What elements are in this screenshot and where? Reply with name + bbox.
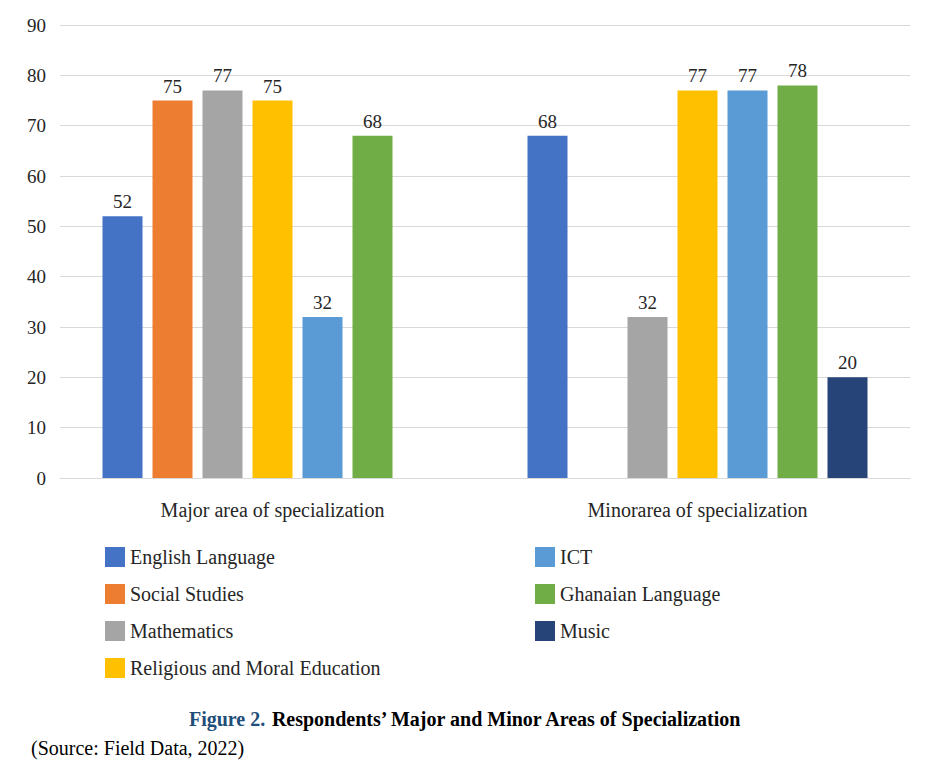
svg-text:20: 20	[27, 367, 46, 388]
svg-text:80: 80	[27, 65, 46, 86]
svg-text:Major area of specialization: Major area of specialization	[161, 499, 385, 522]
svg-text:77: 77	[213, 65, 232, 86]
svg-text:75: 75	[263, 76, 282, 97]
svg-text:ICT: ICT	[560, 546, 592, 568]
svg-text:Respondents’ Major and Minor A: Respondents’ Major and Minor Areas of Sp…	[272, 708, 741, 731]
svg-text:78: 78	[788, 60, 807, 81]
svg-text:Mathematics: Mathematics	[130, 620, 234, 642]
svg-text:(Source: Field Data, 2022): (Source: Field Data, 2022)	[31, 737, 244, 760]
svg-text:32: 32	[313, 292, 332, 313]
svg-text:10: 10	[27, 417, 46, 438]
svg-text:50: 50	[27, 216, 46, 237]
svg-text:0: 0	[37, 468, 47, 489]
svg-text:68: 68	[538, 111, 557, 132]
svg-text:Ghanaian Language: Ghanaian Language	[560, 583, 721, 606]
svg-text:Music: Music	[560, 620, 610, 642]
svg-text:32: 32	[638, 292, 657, 313]
svg-text:70: 70	[27, 115, 46, 136]
svg-text:30: 30	[27, 317, 46, 338]
svg-text:English Language: English Language	[130, 546, 275, 569]
svg-text:77: 77	[688, 65, 707, 86]
svg-text:40: 40	[27, 266, 46, 287]
svg-text:20: 20	[838, 352, 857, 373]
svg-text:75: 75	[163, 76, 182, 97]
svg-text:Religious and Moral Education: Religious and Moral Education	[130, 657, 381, 680]
svg-text:52: 52	[113, 191, 132, 212]
svg-text:60: 60	[27, 166, 46, 187]
svg-text:90: 90	[27, 15, 46, 36]
svg-text:77: 77	[738, 65, 757, 86]
svg-text:Figure 2.: Figure 2.	[189, 708, 265, 731]
svg-text:Social Studies: Social Studies	[130, 583, 244, 605]
svg-text:68: 68	[363, 111, 382, 132]
svg-text:Minorarea of specialization: Minorarea of specialization	[588, 499, 808, 522]
